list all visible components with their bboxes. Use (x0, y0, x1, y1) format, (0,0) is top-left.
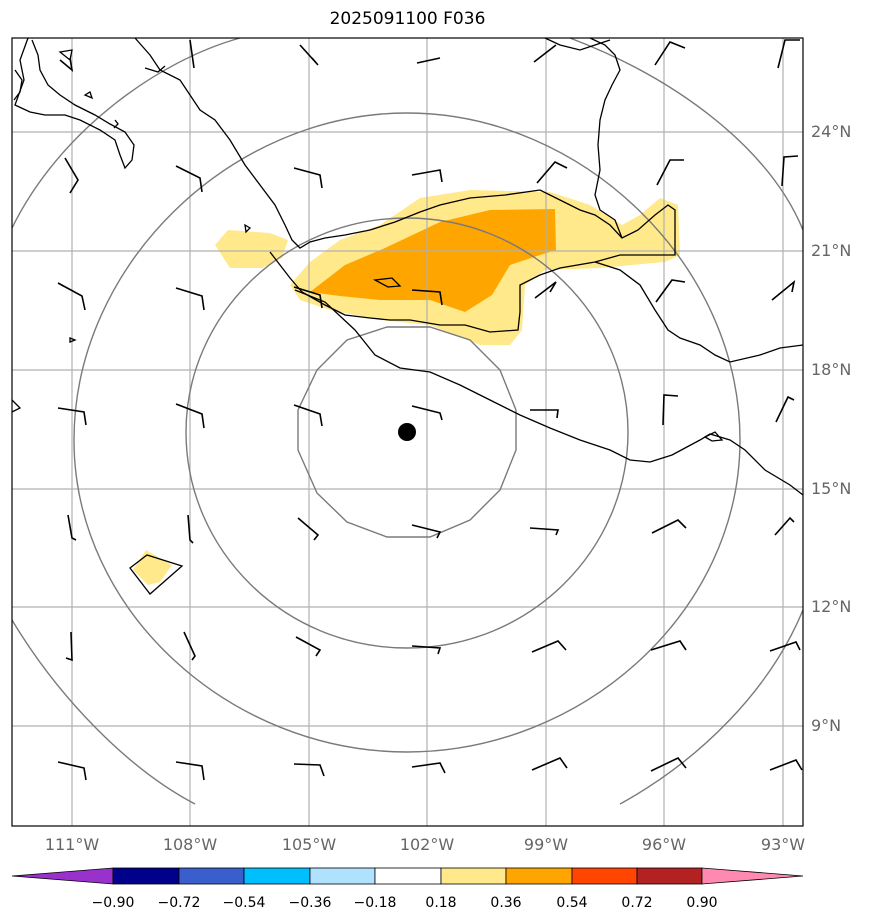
coastlines (11, 37, 804, 595)
lat-label: 12°N (811, 597, 852, 616)
colorbar-tick: −0.54 (222, 895, 266, 911)
lon-label: 111°W (44, 835, 100, 854)
lon-label: 108°W (162, 835, 218, 854)
storm-center-marker (398, 423, 416, 441)
grid-lines (12, 38, 803, 826)
lat-label: 21°N (811, 241, 852, 260)
lat-label: 24°N (811, 122, 852, 141)
wind-barbs (57, 39, 803, 781)
lon-label: 102°W (399, 835, 455, 854)
colorbar-tick: −0.90 (91, 895, 135, 911)
colorbar-tick: 0.18 (425, 895, 457, 911)
lat-label: 18°N (811, 360, 852, 379)
colorbar (11, 867, 804, 885)
colorbar-tick: 0.54 (556, 895, 588, 911)
lat-label: 15°N (811, 479, 852, 498)
lon-label: 99°W (523, 835, 569, 854)
plot-title: 2025091100 F036 (329, 9, 486, 29)
colorbar-tick: 0.72 (621, 895, 653, 911)
lon-label: 96°W (641, 835, 687, 854)
lon-label: 105°W (281, 835, 337, 854)
lat-label: 9°N (811, 716, 842, 735)
colorbar-tick: −0.18 (353, 895, 397, 911)
range-rings (11, 37, 804, 805)
colorbar-tick: 0.90 (686, 895, 718, 911)
lon-label: 93°W (760, 835, 806, 854)
map-frame (11, 37, 804, 827)
colorbar-tick: 0.36 (490, 895, 522, 911)
colorbar-tick: −0.36 (288, 895, 332, 911)
colorbar-tick: −0.72 (157, 895, 201, 911)
anomaly-shading (133, 190, 680, 585)
